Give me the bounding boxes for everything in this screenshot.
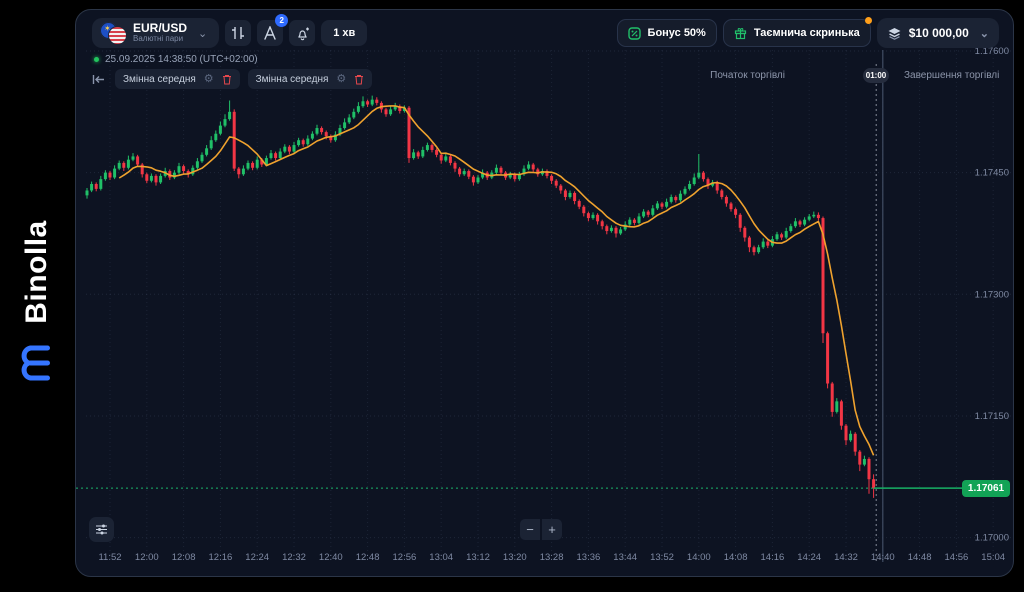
- svg-text:15:04: 15:04: [981, 552, 1005, 563]
- indicator-delete-icon[interactable]: [354, 74, 364, 85]
- indicators-button[interactable]: 2: [257, 20, 283, 46]
- account-layers-icon: [887, 26, 902, 40]
- candles-icon: [231, 26, 245, 40]
- svg-text:14:48: 14:48: [908, 552, 932, 563]
- zoom-controls: − +: [520, 519, 562, 540]
- svg-text:12:40: 12:40: [319, 552, 343, 563]
- server-time: 25.09.2025 14:38:50 (UTC+02:00): [94, 54, 258, 65]
- indicator-chips: Змінна середня ⚙ Змінна середня ⚙: [89, 69, 372, 89]
- connection-status-dot: [94, 57, 99, 62]
- svg-text:13:12: 13:12: [466, 552, 490, 563]
- chevron-down-icon: ⌄: [198, 27, 207, 40]
- header-right: Бонус 50% Таємнича скринька $10 000,00 ⌄: [617, 18, 999, 48]
- indicators-icon: [263, 26, 277, 40]
- balance-selector[interactable]: $10 000,00 ⌄: [877, 18, 999, 48]
- brand-name: Binolla: [20, 220, 54, 324]
- bonus-percent-icon: [628, 27, 641, 40]
- chart-type-button[interactable]: [225, 20, 251, 46]
- indicator-chip[interactable]: Змінна середня ⚙: [248, 69, 373, 89]
- gift-box-icon: [734, 27, 747, 40]
- symbol-selector[interactable]: EUR/USD Валютні пари ⌄: [92, 18, 219, 48]
- svg-text:12:48: 12:48: [356, 552, 380, 563]
- alerts-button[interactable]: [289, 20, 315, 46]
- svg-text:12:00: 12:00: [135, 552, 159, 563]
- svg-text:14:08: 14:08: [724, 552, 748, 563]
- trade-end-label: Завершення торгівлі: [904, 70, 999, 81]
- trading-panel: 11:52 12:00 12:08 12:16 12:24 12:32 12:40 12:48…: [75, 9, 1014, 577]
- chevron-down-icon: ⌄: [980, 27, 989, 40]
- current-price-badge: 1.17061: [962, 480, 1010, 497]
- svg-text:1.17450: 1.17450: [975, 168, 1009, 179]
- svg-text:14:00: 14:00: [687, 552, 711, 563]
- indicator-settings-icon[interactable]: ⚙: [336, 74, 346, 85]
- svg-text:12:56: 12:56: [393, 552, 417, 563]
- brand-logo-icon: [19, 343, 56, 383]
- indicator-delete-icon[interactable]: [222, 74, 232, 85]
- header-left: EUR/USD Валютні пари ⌄ 2: [92, 18, 367, 48]
- us-flag-icon: [109, 27, 126, 44]
- svg-text:14:24: 14:24: [797, 552, 821, 563]
- sliders-icon: [95, 523, 108, 536]
- balance-value: $10 000,00: [909, 26, 969, 40]
- bell-plus-icon: [295, 26, 310, 41]
- mystery-box-label: Таємнича скринька: [754, 27, 860, 39]
- svg-text:11:52: 11:52: [98, 552, 121, 563]
- svg-text:13:20: 13:20: [503, 552, 527, 563]
- symbol-category: Валютні пари: [133, 34, 187, 44]
- timestamp-label: 25.09.2025 14:38:50 (UTC+02:00): [105, 54, 258, 65]
- countdown-pill: 01:00: [863, 68, 889, 83]
- svg-text:13:04: 13:04: [429, 552, 453, 563]
- svg-text:12:16: 12:16: [209, 552, 233, 563]
- svg-text:14:56: 14:56: [945, 552, 969, 563]
- svg-text:14:32: 14:32: [834, 552, 858, 563]
- svg-text:12:08: 12:08: [172, 552, 196, 563]
- currency-pair-flags-icon: [100, 22, 126, 44]
- svg-text:14:16: 14:16: [761, 552, 785, 563]
- svg-text:1.17150: 1.17150: [975, 411, 1009, 422]
- bonus-label: Бонус 50%: [648, 27, 706, 39]
- indicator-label: Змінна середня: [256, 74, 329, 85]
- collapse-indicators-button[interactable]: [89, 70, 107, 88]
- candlestick-chart[interactable]: 11:52 12:00 12:08 12:16 12:24 12:32 12:40 12:48…: [76, 10, 1014, 577]
- indicator-label: Змінна середня: [123, 74, 196, 85]
- mystery-box-button[interactable]: Таємнича скринька: [723, 19, 871, 47]
- zoom-in-button[interactable]: +: [542, 519, 562, 540]
- symbol-name: EUR/USD: [133, 22, 187, 34]
- svg-text:13:44: 13:44: [613, 552, 637, 563]
- trade-start-label: Початок торгівлі: [710, 70, 785, 81]
- notification-dot: [865, 17, 872, 24]
- svg-text:14:40: 14:40: [871, 552, 895, 563]
- collapse-left-icon: [92, 74, 105, 85]
- svg-text:12:24: 12:24: [245, 552, 269, 563]
- svg-text:13:52: 13:52: [650, 552, 674, 563]
- svg-text:12:32: 12:32: [282, 552, 306, 563]
- indicator-chip[interactable]: Змінна середня ⚙: [115, 69, 240, 89]
- bonus-button[interactable]: Бонус 50%: [617, 19, 717, 47]
- chart-settings-button[interactable]: [89, 517, 114, 542]
- svg-text:1.17300: 1.17300: [975, 289, 1009, 300]
- svg-text:13:28: 13:28: [540, 552, 564, 563]
- indicators-count-badge: 2: [275, 14, 288, 27]
- svg-text:13:36: 13:36: [577, 552, 601, 563]
- zoom-out-button[interactable]: −: [520, 519, 540, 540]
- svg-text:1.17000: 1.17000: [975, 533, 1009, 544]
- brand-sidebar: Binolla: [0, 0, 75, 592]
- indicator-settings-icon[interactable]: ⚙: [204, 74, 214, 85]
- timeframe-button[interactable]: 1 хв: [321, 20, 367, 46]
